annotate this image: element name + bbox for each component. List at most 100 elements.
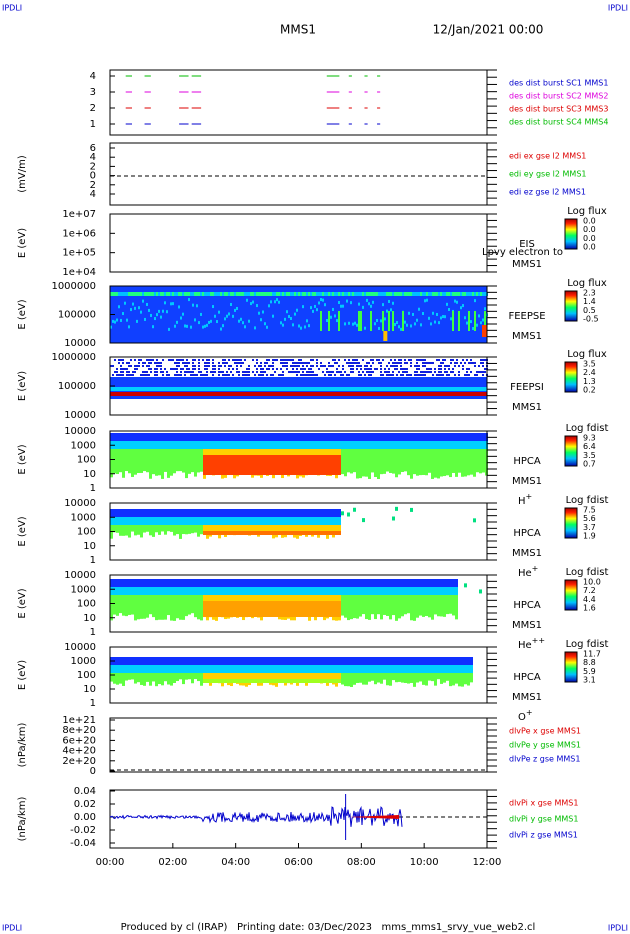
spectrogram-cell — [464, 441, 467, 449]
spectrogram-cell — [470, 292, 472, 296]
spectrogram-cell — [272, 517, 275, 525]
spectrogram-cell — [167, 665, 170, 673]
spectrogram-cell — [382, 292, 384, 296]
spectrogram-cell — [344, 665, 347, 673]
spectrogram-cell — [418, 368, 420, 370]
spectrogram-cell — [119, 441, 122, 449]
spectrogram-cell — [413, 673, 416, 687]
spectrogram-cell — [221, 587, 224, 595]
spectrogram-cell — [305, 433, 308, 441]
spectrogram-cell — [428, 433, 431, 441]
spectrogram-cell — [248, 433, 251, 441]
spectrogram-cell — [446, 441, 449, 449]
spectrogram-cell — [392, 365, 394, 367]
spectrogram-cell — [155, 433, 158, 441]
spectrogram-cell — [332, 587, 335, 595]
spectrogram-cell — [185, 673, 188, 680]
spectrogram-cell — [428, 587, 431, 595]
spectrogram-cell — [406, 362, 408, 364]
spectrogram-cell — [377, 673, 380, 683]
spectrogram-cell — [236, 665, 239, 673]
spectrogram-cell — [125, 579, 128, 587]
spectrogram-cell — [124, 368, 126, 370]
spectrogram-cell — [140, 359, 142, 361]
spectrogram-cell — [383, 665, 386, 673]
spectrogram-cell — [227, 587, 230, 595]
spectrogram-cell — [120, 365, 122, 367]
spectrogram-cell — [434, 657, 437, 665]
spectrogram-cell — [203, 525, 206, 534]
spectrogram-cell — [263, 517, 266, 525]
spectrogram-cell — [476, 441, 479, 449]
spectrogram-cell — [334, 362, 336, 364]
spectrogram-cell — [484, 368, 486, 370]
spectrogram-cell — [410, 433, 413, 441]
spectrogram-cell — [266, 657, 269, 665]
spectrogram-cell — [245, 525, 248, 534]
spectrogram-cell — [437, 595, 440, 617]
spectrogram-cell — [380, 579, 383, 587]
spectrogram-cell — [134, 441, 137, 449]
spectrogram-cell — [212, 455, 215, 475]
spectrogram-cell — [371, 433, 374, 441]
spectrogram-cell — [416, 595, 419, 618]
spectrogram-cell — [256, 371, 258, 373]
spectrogram-cell — [186, 292, 188, 296]
spectrogram-cell — [148, 374, 150, 376]
spectrogram-cell — [287, 433, 290, 441]
spectrogram-cell — [470, 449, 473, 475]
spectrogram-cell — [428, 449, 431, 473]
spectrogram-cell — [338, 531, 341, 535]
y-tick-label: 100000 — [58, 381, 96, 392]
spectrogram-cell — [392, 301, 394, 305]
spectrogram-cell — [294, 292, 296, 296]
spectrogram-cell — [362, 579, 365, 587]
spectrogram-cell — [167, 673, 170, 685]
spectrogram-cell — [146, 579, 149, 587]
spectrogram-cell — [413, 449, 416, 475]
spectrogram-cell — [384, 317, 386, 321]
spectrogram-cell — [130, 292, 132, 296]
spectrogram-cell — [300, 326, 302, 330]
spectrogram-cell — [188, 441, 191, 449]
spectrogram-cell — [208, 320, 210, 324]
spectrogram-cell — [140, 665, 143, 673]
spectrogram-cell — [434, 441, 437, 449]
spectrogram-cell — [286, 365, 288, 367]
spectrogram-cell — [395, 595, 398, 621]
spectrogram-cell — [215, 433, 218, 441]
spectrogram-cell — [438, 371, 440, 373]
spectrogram-cell — [456, 359, 458, 361]
spectrogram-cell — [335, 679, 338, 683]
spectrogram-cell — [288, 315, 290, 319]
spectrogram-cell — [179, 509, 182, 517]
spectrogram-cell — [140, 525, 143, 538]
instrument: MMS1 — [512, 476, 542, 487]
spectrogram-cell — [176, 657, 179, 665]
spectrogram-cell — [284, 665, 287, 673]
spectrogram-cell — [450, 292, 452, 296]
spectrogram-cell — [263, 441, 266, 449]
spectrogram-cell — [266, 587, 269, 595]
spectrogram-cell — [449, 449, 452, 478]
spectrogram-cell — [302, 531, 305, 535]
spectrogram-cell — [371, 665, 374, 673]
spectrogram-cell — [134, 657, 137, 665]
spectrogram-cell — [356, 587, 359, 595]
spectrogram-cell — [170, 657, 173, 665]
y-tick-label: 100 — [77, 527, 96, 538]
spectrogram-cell — [256, 368, 258, 370]
spectrogram-cell — [158, 657, 161, 665]
spectrogram-cell — [214, 292, 216, 296]
spectrogram-cell — [124, 292, 126, 296]
spectrogram-cell — [176, 365, 178, 367]
spectrogram-cell — [467, 433, 470, 441]
y-tick-label: 10 — [83, 541, 96, 552]
spectrogram-cell — [440, 365, 442, 367]
spectrogram-cell — [293, 657, 296, 665]
spectrogram-cell — [149, 657, 152, 665]
spectrogram-cell — [323, 433, 326, 441]
spectrogram-cell — [428, 292, 430, 296]
spectrogram-cell — [368, 368, 370, 370]
spectrogram-cell — [198, 371, 200, 373]
